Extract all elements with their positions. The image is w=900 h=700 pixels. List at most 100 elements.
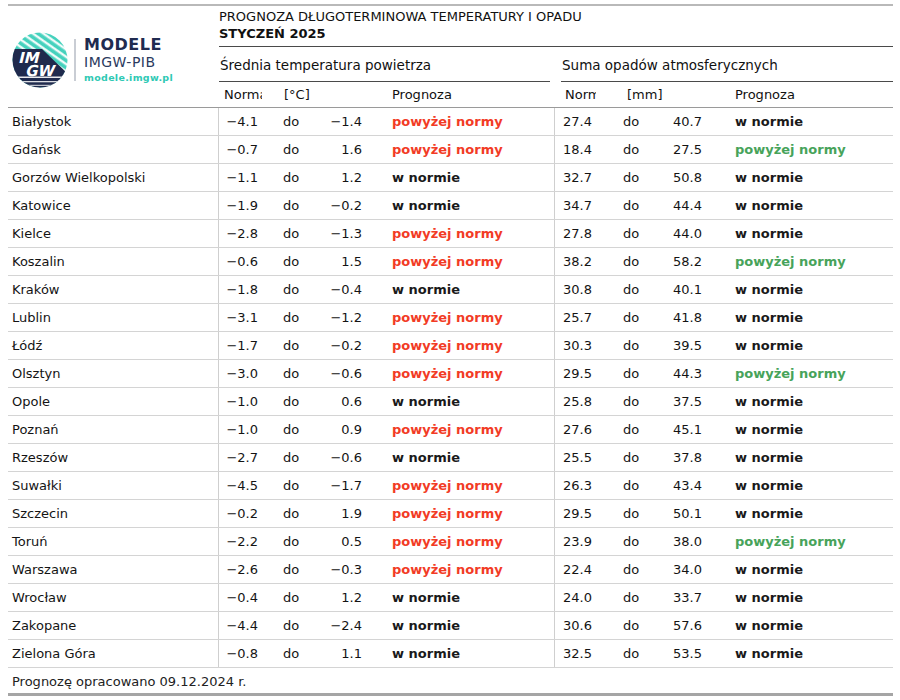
temp-norm-min: −1.7 [218,332,262,359]
temp-forecast: w normie [366,198,554,213]
precip-norm-min: 27.8 [554,220,596,247]
title-rule [219,46,893,47]
range-separator: do [262,422,320,437]
precip-norm-min: 25.5 [554,444,596,471]
range-separator: do [596,338,666,353]
precip-norm-min: 24.0 [554,584,596,611]
temp-forecast: w normie [366,394,554,409]
table-row: Rzeszów −2.7 do −0.6 w normie 25.5 do 37… [8,444,893,472]
precipitation-group-header: Suma opadów atmosferycznych [561,54,893,82]
range-separator: do [262,590,320,605]
temp-norm-min: −4.4 [218,612,262,639]
city-name: Gdańsk [8,142,218,157]
range-separator: do [596,534,666,549]
precip-norm-max: 27.5 [666,142,706,157]
range-separator: do [262,254,320,269]
precip-forecast: w normie [706,618,893,633]
table-row: Gorzów Wielkopolski −1.1 do 1.2 w normie… [8,164,893,192]
range-separator: do [262,450,320,465]
precip-norm-min: 30.3 [554,332,596,359]
temp-forecast: powyżej normy [366,226,554,241]
table-row: Lublin −3.1 do −1.2 powyżej normy 25.7 d… [8,304,893,332]
temp-norm-min: −0.2 [218,500,262,527]
city-name: Zielona Góra [8,646,218,661]
temp-norm-max: 0.6 [320,394,366,409]
temp-norm-min: −1.0 [218,388,262,415]
city-name: Zakopane [8,618,218,633]
footer-note: Prognozę opracowano 09.12.2024 r. [12,674,246,689]
precip-norm-max: 58.2 [666,254,706,269]
city-name: Olsztyn [8,366,218,381]
temp-norm-min: −0.7 [218,136,262,163]
precip-norm-min: 29.5 [554,500,596,527]
temp-norm-max: −1.2 [320,310,366,325]
temp-forecast: powyżej normy [366,338,554,353]
temp-forecast: powyżej normy [366,422,554,437]
forecast-report-page: IM GW MODELE IMGW-PIB modele.imgw.pl PRO… [0,0,900,700]
logo-text: MODELE IMGW-PIB modele.imgw.pl [84,37,173,83]
city-name: Katowice [8,198,218,213]
precip-norm-max: 44.0 [666,226,706,241]
range-separator: do [596,590,666,605]
temp-norm-min: −2.8 [218,220,262,247]
table-row: Katowice −1.9 do −0.2 w normie 34.7 do 4… [8,192,893,220]
precip-norm-min: 25.7 [554,304,596,331]
temp-forecast: powyżej normy [366,254,554,269]
table-row: Szczecin −0.2 do 1.9 powyżej normy 29.5 … [8,500,893,528]
temp-norma-header: Norma [218,87,262,102]
temp-forecast: powyżej normy [366,366,554,381]
precip-forecast: powyżej normy [706,534,893,549]
bottom-rule [8,693,893,696]
precip-norm-min: 34.7 [554,192,596,219]
temp-forecast: powyżej normy [366,114,554,129]
temp-norm-min: −4.5 [218,472,262,499]
precip-norm-min: 29.5 [554,360,596,387]
table-row: Opole −1.0 do 0.6 w normie 25.8 do 37.5 … [8,388,893,416]
city-name: Wrocław [8,590,218,605]
range-separator: do [596,366,666,381]
city-name: Białystok [8,114,218,129]
precip-forecast: w normie [706,114,893,129]
temp-norm-max: 1.6 [320,142,366,157]
range-separator: do [596,254,666,269]
precip-norma-header: Norma [554,87,596,102]
precip-unit-header: [mm] [596,87,666,102]
temp-norm-min: −0.4 [218,584,262,611]
temp-norm-min: −2.6 [218,556,262,583]
temp-norm-min: −1.8 [218,276,262,303]
precip-forecast: w normie [706,338,893,353]
temp-norm-max: −0.6 [320,366,366,381]
range-separator: do [596,282,666,297]
temp-norm-min: −4.1 [218,108,262,135]
precip-norm-min: 30.6 [554,612,596,639]
temp-norm-max: −2.4 [320,618,366,633]
precip-norm-min: 38.2 [554,248,596,275]
precip-norm-max: 53.5 [666,646,706,661]
temp-norm-max: −1.7 [320,478,366,493]
precip-norm-max: 41.8 [666,310,706,325]
top-rule [8,4,893,6]
range-separator: do [596,198,666,213]
temp-norm-max: −1.4 [320,114,366,129]
temp-forecast: w normie [366,646,554,661]
table-row: Kraków −1.8 do −0.4 w normie 30.8 do 40.… [8,276,893,304]
logo-brand-subname: IMGW-PIB [84,55,173,70]
temp-norm-min: −3.1 [218,304,262,331]
precip-forecast: w normie [706,310,893,325]
range-separator: do [596,478,666,493]
table-row: Łódź −1.7 do −0.2 powyżej normy 30.3 do … [8,332,893,360]
temp-norm-max: −0.2 [320,198,366,213]
temp-norm-min: −2.7 [218,444,262,471]
temp-forecast: w normie [366,170,554,185]
range-separator: do [262,338,320,353]
precip-norm-max: 40.1 [666,282,706,297]
temperature-group-header: Średnia temperatura powietrza [219,54,550,82]
precip-norm-max: 43.4 [666,478,706,493]
range-separator: do [262,282,320,297]
temp-forecast: powyżej normy [366,506,554,521]
precip-forecast: w normie [706,478,893,493]
city-name: Szczecin [8,506,218,521]
range-separator: do [262,170,320,185]
precip-norm-min: 18.4 [554,136,596,163]
city-name: Poznań [8,422,218,437]
